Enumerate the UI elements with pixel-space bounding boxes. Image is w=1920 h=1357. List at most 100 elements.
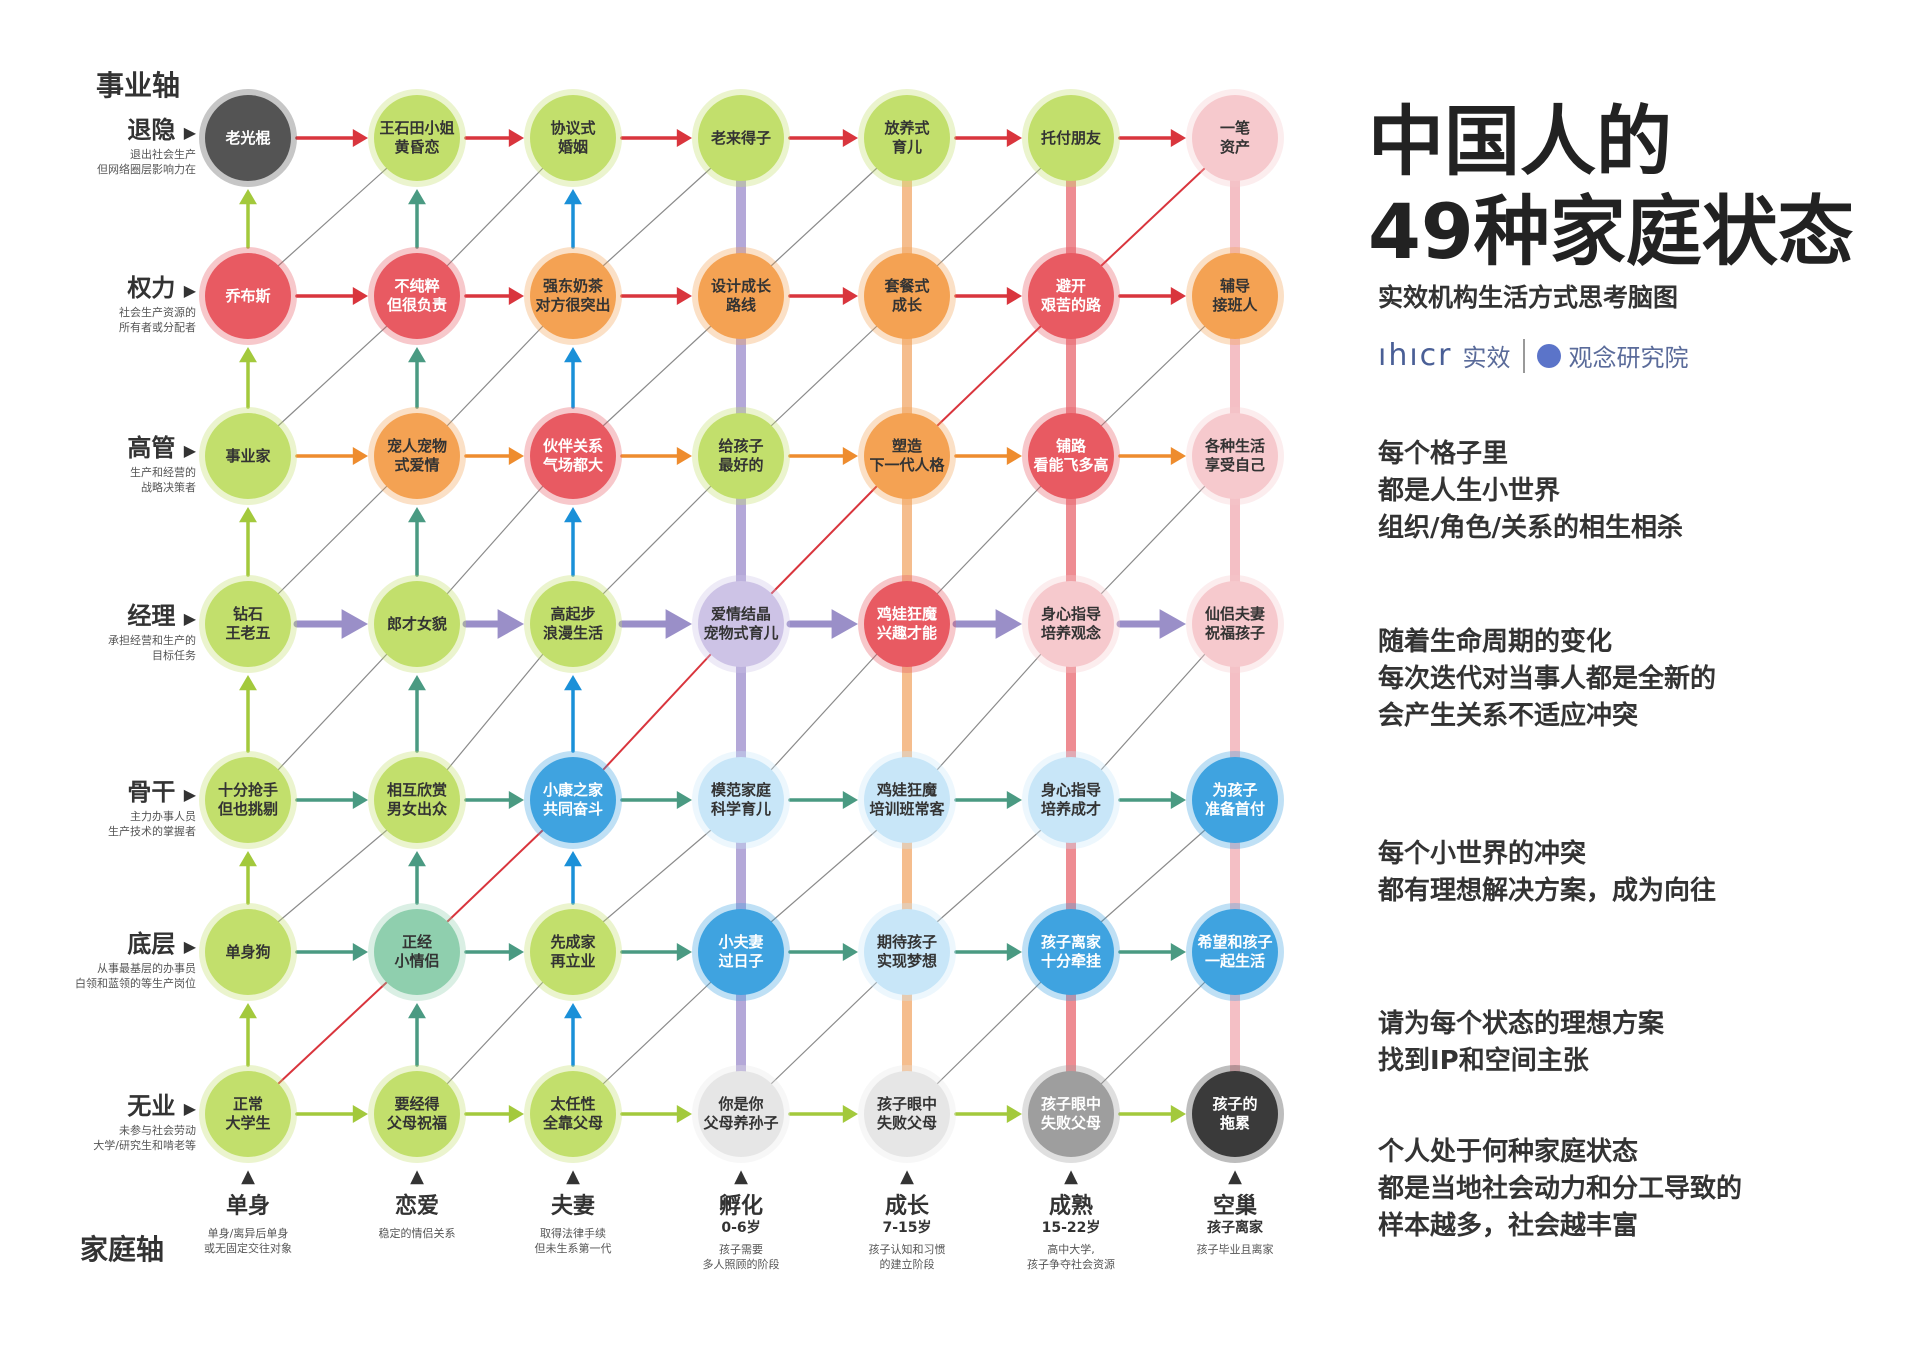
diagonal-link [770, 167, 878, 267]
up-arrow-head [564, 189, 582, 205]
page-subtitle: 实效机构生活方式思考脑图 [1378, 283, 1679, 312]
state-node-label: 小康之家 共同奋斗 [542, 781, 603, 818]
up-arrow-head [408, 1003, 426, 1019]
state-node: 不纯粹 但很负责 [374, 253, 460, 339]
diagonal-link [936, 167, 1042, 267]
state-node-label: 正常 大学生 [225, 1095, 271, 1132]
column-label-name: 恋爱 [394, 1194, 439, 1219]
diagonal-link [446, 167, 544, 267]
state-node: 鸡娃狂魔 兴趣才能 [864, 581, 950, 667]
brand-bar: ıhıcr 实效 观念研究院 [1378, 338, 1689, 373]
column-label: ▲ 空巢 孩子离家 孩子毕业且离家 [1150, 1168, 1320, 1257]
triangle-right-icon: ▶ [183, 123, 196, 142]
state-node: 一笔 资产 [1192, 95, 1278, 181]
up-arrow-head [408, 189, 426, 205]
state-node: 铺路 看能飞多高 [1028, 413, 1114, 499]
row-arrow [464, 287, 524, 305]
row-name-text: 骨干 [127, 778, 176, 806]
state-node-label: 孩子离家 十分牵挂 [1040, 933, 1101, 970]
state-node-label: 宠人宠物 式爱情 [386, 437, 447, 474]
state-node: 身心指导 培养观念 [1028, 581, 1114, 667]
triangle-up-icon: ▲ [566, 1166, 580, 1187]
row-arrow [620, 791, 692, 809]
up-arrow [239, 507, 257, 577]
state-node: 爱情结晶 宠物式育儿 [698, 581, 784, 667]
diagonal-link [446, 981, 544, 1085]
row-arrow-head [676, 287, 692, 305]
state-node-label: 设计成长 路线 [710, 277, 771, 314]
state-node: 期待孩子 实现梦想 [864, 909, 950, 995]
row-arrow [1118, 791, 1186, 809]
row-arrow-head [1170, 943, 1186, 961]
state-node-label: 王石田小姐 黄昏恋 [379, 119, 455, 156]
state-node-label: 乔布斯 [225, 286, 271, 305]
row-arrow-head [352, 1105, 368, 1123]
column-label: ▲ 孵化 0-6岁 孩子需要 多人照顾的阶段 [656, 1168, 826, 1272]
state-node-label: 先成家 再立业 [550, 933, 596, 970]
paragraph-3: 每个小世界的冲突 都有理想解决方案，成为向往 [1378, 839, 1717, 906]
column-label: ▲ 成熟 15-22岁 高中大学, 孩子争夺社会资源 [986, 1168, 1156, 1272]
career-axis-title: 事业轴 [96, 69, 181, 102]
diagonal-link [1100, 829, 1206, 923]
row-arrow-head [508, 129, 524, 147]
diagonal-link [602, 829, 712, 923]
state-node: 身心指导 培养成才 [1028, 757, 1114, 843]
state-node: 模范家庭 科学育儿 [698, 757, 784, 843]
up-arrow-head [564, 507, 582, 523]
row-label-desc: 承担经营和生产的 目标任务 [108, 634, 196, 662]
state-node: 要经得 父母祝福 [374, 1071, 460, 1157]
diagonal-link [1100, 325, 1206, 427]
state-node: 孩子眼中 失败父母 [1028, 1071, 1114, 1157]
state-node: 高起步 浪漫生活 [530, 581, 616, 667]
diagonal-link [446, 653, 544, 771]
state-node: 老来得子 [698, 95, 784, 181]
diagram-connectors [239, 129, 1240, 1123]
row-arrow-head [508, 943, 524, 961]
column-label-name: 成熟 [1048, 1194, 1093, 1219]
row-arrow-head [352, 129, 368, 147]
state-node-label: 鸡娃狂魔 培训班常客 [869, 781, 945, 818]
diagonal-link [602, 981, 712, 1085]
row-arrow [788, 129, 858, 147]
state-node-label: 老光棍 [225, 128, 271, 147]
triangle-up-icon: ▲ [734, 1166, 748, 1187]
column-label-sub: 7-15岁 [882, 1220, 932, 1236]
column-label-sub: 0-6岁 [721, 1220, 761, 1236]
up-arrow-head [408, 347, 426, 363]
up-arrow [408, 189, 426, 249]
row-label-desc: 退出社会生产 但网络圈层影响力在 [97, 148, 196, 176]
row-arrow [954, 1105, 1022, 1123]
triangle-up-icon: ▲ [410, 1166, 424, 1187]
row-arrow [295, 943, 368, 961]
state-node: 事业家 [205, 413, 291, 499]
row-arrow-head [842, 1105, 858, 1123]
row-arrow-head [352, 447, 368, 465]
row-arrow [620, 1105, 692, 1123]
up-arrow [408, 507, 426, 577]
row-arrow-head [842, 447, 858, 465]
row-arrow [464, 791, 524, 809]
row-label-desc: 生产和经营的 战略决策者 [130, 466, 196, 494]
state-node: 协议式 婚姻 [530, 95, 616, 181]
state-node-label: 高起步 浪漫生活 [542, 605, 603, 642]
up-arrow [408, 675, 426, 753]
state-node-label: 老来得子 [710, 128, 771, 147]
row-arrow [788, 1105, 858, 1123]
row-arrow-head [1006, 447, 1022, 465]
triangle-right-icon: ▶ [183, 281, 196, 300]
column-label-desc: 孩子认知和习惯 的建立阶段 [868, 1243, 946, 1271]
state-node: 套餐式 成长 [864, 253, 950, 339]
row-arrow [620, 129, 692, 147]
up-arrow-head [239, 189, 257, 205]
row-arrow [293, 609, 368, 639]
state-node: 各种生活 享受自己 [1192, 413, 1278, 499]
column-label-desc: 高中大学, 孩子争夺社会资源 [1027, 1243, 1115, 1271]
row-arrow [954, 791, 1022, 809]
state-node: 先成家 再立业 [530, 909, 616, 995]
row-label-name: 底层 ▶ [46, 924, 196, 959]
state-node: 钻石 王老五 [205, 581, 291, 667]
row-label-name: 退隐 ▶ [46, 110, 196, 145]
up-arrow-head [564, 347, 582, 363]
state-node-label: 为孩子 准备首付 [1204, 781, 1265, 818]
state-node: 辅导 接班人 [1192, 253, 1278, 339]
